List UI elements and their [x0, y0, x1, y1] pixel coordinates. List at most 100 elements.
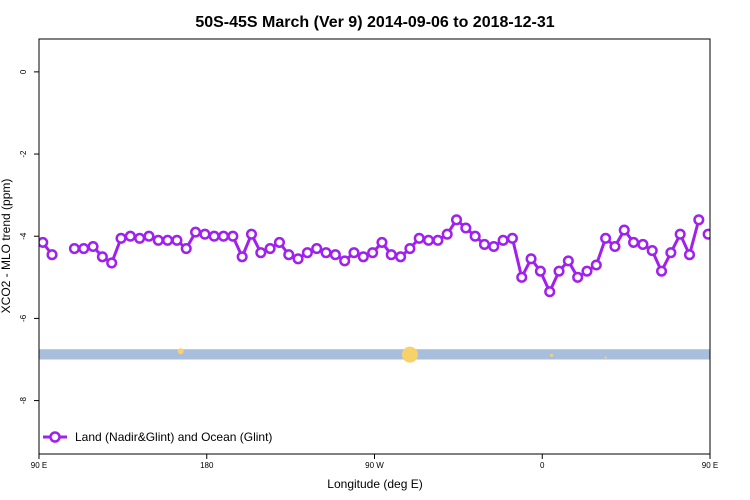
y-tick-label-2: -4	[19, 232, 28, 240]
data-point-17	[208, 230, 220, 242]
data-point-19	[227, 230, 239, 242]
data-point-35	[376, 236, 388, 248]
data-point-55	[562, 255, 574, 267]
data-point-41	[432, 234, 444, 246]
data-point-9	[134, 232, 146, 244]
data-point-5	[96, 251, 108, 263]
data-point-54	[553, 265, 565, 277]
land-marker-3	[604, 356, 607, 359]
data-point-6	[106, 257, 118, 269]
data-point-49	[506, 232, 518, 244]
data-point-57	[581, 265, 593, 277]
data-point-64	[646, 245, 658, 257]
data-point-12	[162, 234, 174, 246]
data-point-33	[357, 251, 369, 263]
data-point-27	[301, 247, 313, 259]
data-point-44	[460, 222, 472, 234]
data-point-21	[245, 228, 258, 240]
series-line-segment-2	[707, 232, 710, 238]
data-point-47	[488, 240, 500, 253]
y-tick-label-0: 0	[19, 69, 28, 74]
data-point-71	[713, 236, 722, 245]
data-point-3	[78, 243, 90, 255]
data-point-66	[665, 247, 677, 259]
data-point-28	[311, 243, 323, 255]
data-point-65	[655, 265, 668, 277]
series-line-segment-3	[745, 236, 750, 263]
data-point-56	[572, 271, 584, 283]
data-point-73	[732, 250, 741, 259]
data-point-69	[693, 214, 705, 226]
data-point-29	[320, 247, 332, 259]
data-point-60	[609, 240, 621, 253]
data-point-36	[385, 249, 397, 261]
data-point-63	[637, 238, 649, 250]
band-layer	[39, 349, 710, 360]
data-point-15	[190, 226, 202, 238]
x-tick-label-1: 180	[200, 461, 214, 470]
data-point-61	[618, 224, 630, 236]
x-tick-label-0: 90 E	[31, 461, 47, 470]
data-point-53	[544, 286, 556, 298]
data-point-72	[722, 238, 731, 247]
data-point-51	[525, 253, 537, 265]
data-point-0	[39, 236, 49, 248]
data-point-39	[413, 232, 425, 244]
data-point-52	[534, 265, 546, 277]
data-point-25	[283, 249, 295, 261]
data-point-70	[702, 228, 710, 240]
x-tick-label-2: 90 W	[365, 461, 384, 470]
data-point-14	[180, 243, 192, 255]
plot-frame	[38, 38, 711, 455]
data-point-74	[741, 244, 750, 253]
land-marker-2	[550, 353, 554, 357]
data-point-30	[329, 249, 341, 261]
y-axis: 0 -2 -4 -6 -8	[19, 69, 39, 404]
data-point-8	[124, 230, 136, 242]
data-point-24	[273, 236, 285, 248]
data-point-7	[115, 232, 127, 244]
legend-label: Land (Nadir&Glint) and Ocean (Glint)	[75, 430, 272, 444]
data-point-4	[87, 240, 99, 253]
data-point-42	[441, 228, 453, 240]
land-marker-layer	[177, 346, 607, 363]
data-point-38	[404, 243, 416, 255]
data-point-40	[423, 234, 435, 246]
data-point-20	[236, 251, 248, 263]
y-axis-label: XCO2 - MLO trend (ppm)	[0, 179, 13, 314]
x-tick-label-3: 0	[540, 461, 545, 470]
data-point-50	[516, 271, 528, 283]
y-tick-label-3: -6	[19, 314, 28, 322]
data-point-68	[683, 249, 696, 261]
data-point-59	[600, 232, 612, 244]
land-marker-0	[177, 348, 184, 355]
data-point-31	[339, 255, 351, 267]
legend: Land (Nadir&Glint) and Ocean (Glint)	[43, 430, 272, 444]
ocean-band	[39, 349, 710, 360]
y-tick-label-4: -8	[19, 396, 28, 404]
data-point-26	[292, 253, 304, 265]
data-point-34	[367, 247, 379, 259]
data-point-18	[217, 230, 230, 242]
data-point-11	[152, 234, 164, 246]
data-point-10	[143, 230, 155, 242]
data-point-46	[478, 238, 491, 250]
data-point-1	[46, 249, 58, 261]
data-point-22	[255, 247, 267, 259]
data-point-43	[450, 214, 463, 226]
chart-title: 50S-45S March (Ver 9) 2014-09-06 to 2018…	[195, 14, 554, 31]
x-axis: 90 E 180 90 W 0 90 E	[31, 454, 718, 470]
data-point-16	[199, 228, 211, 240]
data-point-37	[395, 251, 407, 263]
data-point-58	[590, 259, 602, 271]
data-point-67	[674, 228, 686, 240]
data-point-45	[469, 230, 481, 242]
data-point-2	[68, 243, 80, 255]
x-tick-label-4: 90 E	[702, 461, 718, 470]
data-point-32	[348, 247, 360, 259]
x-axis-label: Longitude (deg E)	[327, 477, 422, 491]
data-point-13	[171, 234, 183, 246]
legend-marker	[49, 431, 61, 443]
data-point-62	[628, 236, 640, 248]
